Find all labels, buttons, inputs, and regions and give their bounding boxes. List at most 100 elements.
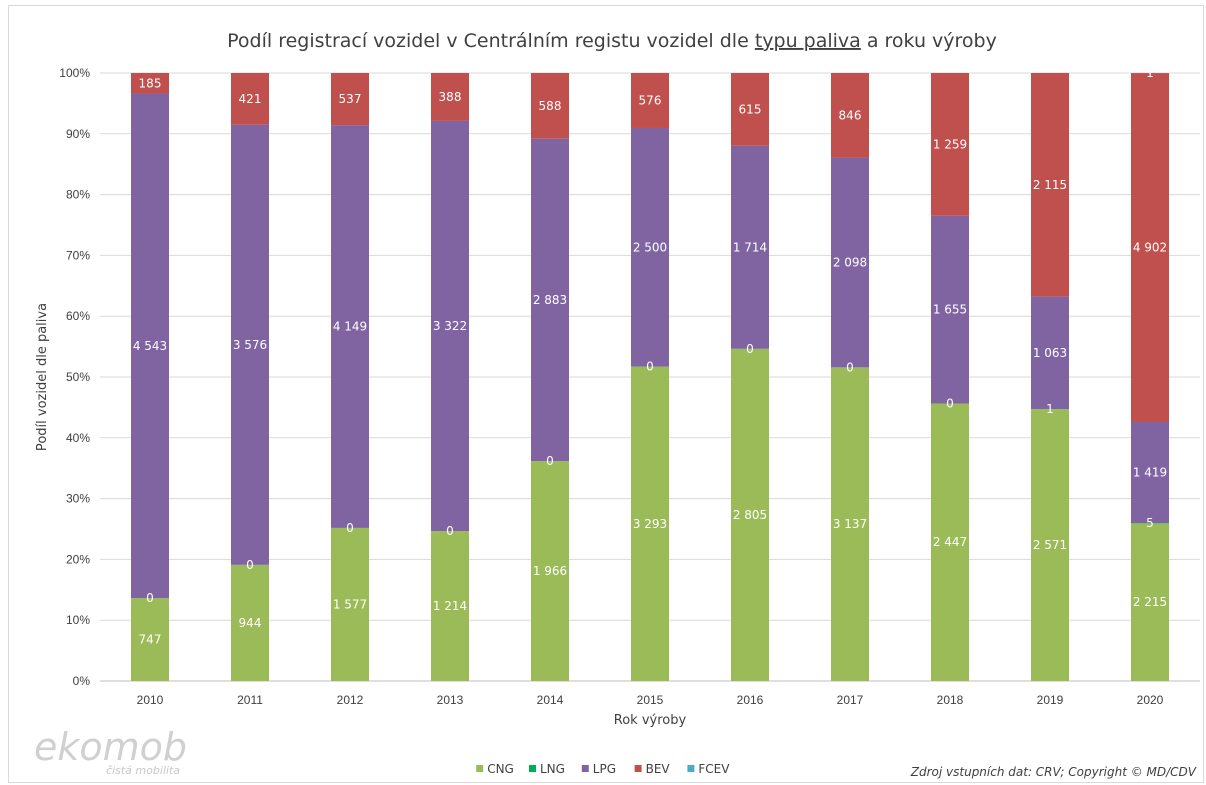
legend-label: LPG <box>593 762 616 776</box>
x-tick-label: 2010 <box>137 693 164 707</box>
y-tick-label: 90% <box>66 127 90 141</box>
data-label: 0 <box>346 521 354 535</box>
data-label: 1 714 <box>733 240 767 254</box>
bar-segment-bev <box>1131 73 1169 422</box>
logo-tagline: čistá mobilita <box>106 764 180 777</box>
x-tick-label: 2011 <box>237 693 263 707</box>
x-tick-label: 2012 <box>337 693 364 707</box>
x-tick-label: 2019 <box>1037 693 1064 707</box>
legend-label: CNG <box>487 762 514 776</box>
bar-segment-cng <box>1031 409 1069 681</box>
data-label: 2 215 <box>1133 595 1167 609</box>
x-tick-label: 2014 <box>537 693 564 707</box>
data-label: 615 <box>739 102 762 116</box>
legend-swatch <box>581 765 589 772</box>
data-label: 537 <box>339 92 362 106</box>
legend-item-bev: BEV <box>634 762 671 776</box>
logo-wordmark: ekomob <box>34 725 187 769</box>
data-label: 2 447 <box>933 535 967 549</box>
data-label: 3 322 <box>433 319 467 333</box>
bar-segment-lpg <box>531 138 569 462</box>
data-label: 2 115 <box>1033 178 1067 192</box>
y-tick-label: 40% <box>66 431 90 445</box>
data-label: 4 149 <box>333 320 367 334</box>
legend-swatch <box>687 765 695 772</box>
data-label: 421 <box>239 92 262 106</box>
x-tick-label: 2018 <box>937 693 964 707</box>
x-tick-label: 2017 <box>837 693 864 707</box>
bar-segment-bev <box>831 73 869 158</box>
y-axis-title: Podíl vozidel dle paliva <box>35 303 50 451</box>
legend-swatch <box>634 765 642 772</box>
bar-segment-cng <box>1131 523 1169 681</box>
bar-segment-lpg <box>931 215 969 404</box>
data-label: 1 966 <box>533 564 567 578</box>
y-tick-label: 100% <box>59 66 90 80</box>
data-label: 4 543 <box>133 339 167 353</box>
chart-frame <box>8 5 1204 783</box>
data-label: 1 259 <box>933 137 967 151</box>
legend-swatch <box>476 765 484 772</box>
y-tick-label: 30% <box>66 492 90 506</box>
data-label: 0 <box>446 524 454 538</box>
bar-segment-cng <box>831 367 869 681</box>
data-label: 944 <box>239 616 262 630</box>
y-tick-label: 20% <box>66 552 90 566</box>
bar-segment-lpg <box>631 127 669 367</box>
y-tick-label: 80% <box>66 188 90 202</box>
legend-item-lng: LNG <box>529 762 565 776</box>
x-axis-ticks: 2010 2011 2012 2013 2014 2015 2016 2017 2018 2019… <box>137 693 1164 707</box>
chart-title: Podíl registrací vozidel v Centrálním re… <box>227 30 997 52</box>
legend-item-cng: CNG <box>476 762 514 776</box>
bar-segment-bev <box>1031 73 1069 297</box>
data-label: 0 <box>846 360 854 374</box>
y-tick-label: 10% <box>66 613 90 627</box>
bar-segment-lpg <box>1031 296 1069 410</box>
bar-segment-bev <box>131 73 169 94</box>
data-label: 4 902 <box>1133 241 1167 255</box>
x-tick-label: 2020 <box>1137 693 1164 707</box>
data-label: 388 <box>439 90 462 104</box>
bar-segment-cng <box>931 403 969 681</box>
bar-segment-lpg <box>431 120 469 532</box>
data-label: 2 098 <box>833 255 867 269</box>
data-label: 1 063 <box>1033 346 1067 360</box>
y-axis-ticks: 0% 10% 20% 30% 40% 50% 60% 70% 80% 90% 100% <box>59 66 90 688</box>
data-label: 1 577 <box>333 597 367 611</box>
x-tick-label: 2015 <box>637 693 664 707</box>
y-tick-label: 70% <box>66 248 90 262</box>
x-axis-title: Rok výroby <box>614 713 687 728</box>
data-label: 576 <box>639 93 662 107</box>
data-label: 2 500 <box>633 240 667 254</box>
data-label: 1 <box>1146 66 1154 80</box>
bar-segment-bev <box>331 73 369 126</box>
data-label: 1 214 <box>433 599 467 613</box>
legend-item-lpg: LPG <box>581 762 616 776</box>
data-label: 846 <box>839 108 862 122</box>
data-label: 0 <box>246 558 254 572</box>
legend-swatch <box>529 765 536 772</box>
bar-segment-bev <box>531 73 569 139</box>
bar-segment-cng <box>531 461 569 681</box>
bar-segment-bev <box>731 73 769 146</box>
bar-segment-lpg <box>731 145 769 349</box>
bar-segment-bev <box>931 73 969 216</box>
data-label: 0 <box>546 454 554 468</box>
y-tick-label: 50% <box>66 370 90 384</box>
data-label: 1 655 <box>933 303 967 317</box>
data-label: 2 883 <box>533 293 567 307</box>
data-label: 185 <box>139 76 162 90</box>
x-tick-label: 2013 <box>437 693 464 707</box>
source-note: Zdroj vstupních dat: CRV; Copyright © MD… <box>910 765 1197 779</box>
bar-segment-cng <box>431 531 469 681</box>
data-label: 0 <box>146 591 154 605</box>
data-label: 747 <box>139 633 162 647</box>
y-tick-label: 60% <box>66 309 90 323</box>
bars <box>131 73 1169 681</box>
legend-label: FCEV <box>698 762 730 776</box>
legend: CNG LNG LPG BEV FCEV <box>476 762 730 776</box>
bar-segment-cng <box>331 527 369 681</box>
legend-label: BEV <box>646 762 671 776</box>
data-label: 0 <box>646 360 654 374</box>
